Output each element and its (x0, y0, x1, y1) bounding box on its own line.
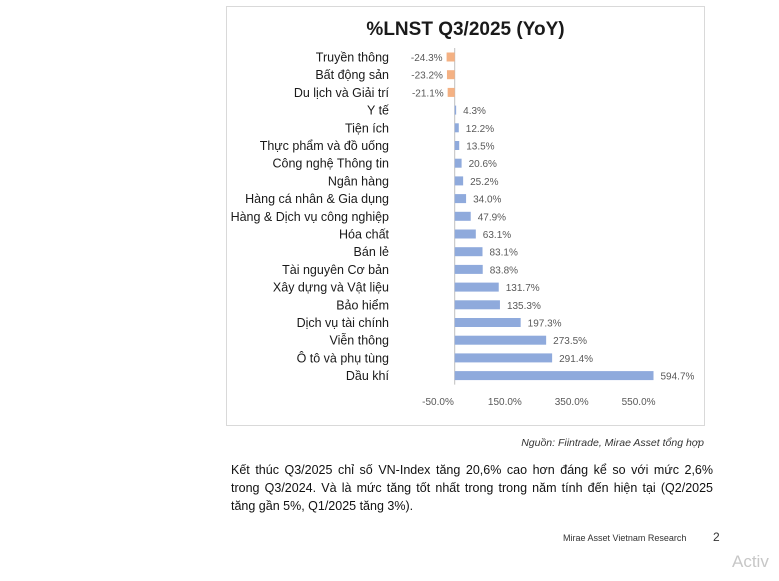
bar (454, 158, 462, 168)
data-label: 20.6% (469, 159, 497, 170)
bar (447, 87, 455, 97)
bar-chart: Truyền thông -24.3% Bất động sản -23.2% Du l… (231, 48, 695, 408)
footer-label: Mirae Asset Vietnam Research (563, 533, 687, 543)
category-label: Ngân hàng (328, 174, 389, 188)
data-label: 291.4% (559, 354, 593, 365)
bar (454, 105, 457, 115)
activation-watermark: Activ (732, 552, 769, 571)
page-number: 2 (713, 530, 720, 544)
data-label: 4.3% (463, 106, 486, 117)
source-note: Nguồn: Fiintrade, Mirae Asset tổng hợp (521, 437, 704, 449)
category-label: Y tế (367, 104, 389, 118)
category-label: Bảo hiểm (336, 298, 389, 312)
x-tick-label: 350.0% (555, 397, 589, 408)
category-label: Hóa chất (339, 228, 390, 242)
x-tick-label: -50.0% (422, 397, 454, 408)
category-label: Bán lẻ (354, 245, 389, 259)
data-label: 63.1% (483, 230, 511, 241)
data-label: 594.7% (661, 372, 695, 383)
category-label: Xây dựng và Vật liệu (273, 281, 389, 295)
body-paragraph: Kết thúc Q3/2025 chỉ số VN-Index tăng 20… (231, 463, 713, 513)
category-label: Thực phẩm và đồ uống (260, 139, 389, 153)
data-label: 13.5% (466, 142, 494, 153)
data-label: 197.3% (528, 319, 562, 330)
bar (454, 176, 464, 186)
bar (446, 70, 455, 80)
category-label: Tài nguyên Cơ bản (282, 263, 389, 277)
bar (454, 353, 553, 363)
category-label: Hàng & Dịch vụ công nghiệp (231, 210, 389, 224)
x-tick-label: 150.0% (488, 397, 522, 408)
chart-title: %LNST Q3/2025 (YoY) (366, 19, 565, 40)
bar (454, 229, 476, 239)
data-label: -21.1% (412, 88, 444, 99)
data-label: 47.9% (478, 212, 506, 223)
bar (454, 123, 459, 133)
category-label: Dầu khí (346, 369, 390, 383)
bar (454, 282, 499, 292)
category-label: Tiện ích (345, 121, 389, 135)
category-label: Ô tô và phụ tùng (297, 350, 389, 365)
category-label: Bất động sản (315, 68, 389, 82)
bar (454, 141, 460, 150)
category-label: Hàng cá nhân & Gia dụng (245, 192, 389, 206)
bar (446, 52, 455, 62)
data-label: 131.7% (506, 283, 540, 294)
bar (454, 194, 467, 204)
bar (454, 318, 521, 327)
category-label: Công nghệ Thông tin (272, 157, 389, 171)
category-label: Viễn thông (329, 333, 389, 348)
data-label: 83.8% (490, 265, 518, 276)
data-label: 83.1% (489, 248, 517, 259)
data-label: 12.2% (466, 124, 494, 135)
bar (454, 211, 471, 221)
category-label: Du lịch và Giải trí (294, 86, 390, 100)
bar (454, 300, 500, 310)
data-label: -23.2% (411, 71, 443, 82)
category-label: Truyền thông (316, 51, 389, 65)
category-label: Dịch vụ tài chính (297, 316, 389, 330)
bar (454, 264, 483, 274)
data-label: -24.3% (411, 53, 443, 64)
bar (454, 335, 547, 345)
x-tick-label: 550.0% (622, 397, 656, 408)
chart-frame: %LNST Q3/2025 (YoY) Truyền thông -24.3% Bấ… (226, 6, 705, 426)
bar (454, 371, 654, 381)
data-label: 273.5% (553, 336, 587, 347)
data-label: 135.3% (507, 301, 541, 312)
data-label: 34.0% (473, 195, 501, 206)
bar (454, 247, 483, 257)
data-label: 25.2% (470, 177, 498, 188)
